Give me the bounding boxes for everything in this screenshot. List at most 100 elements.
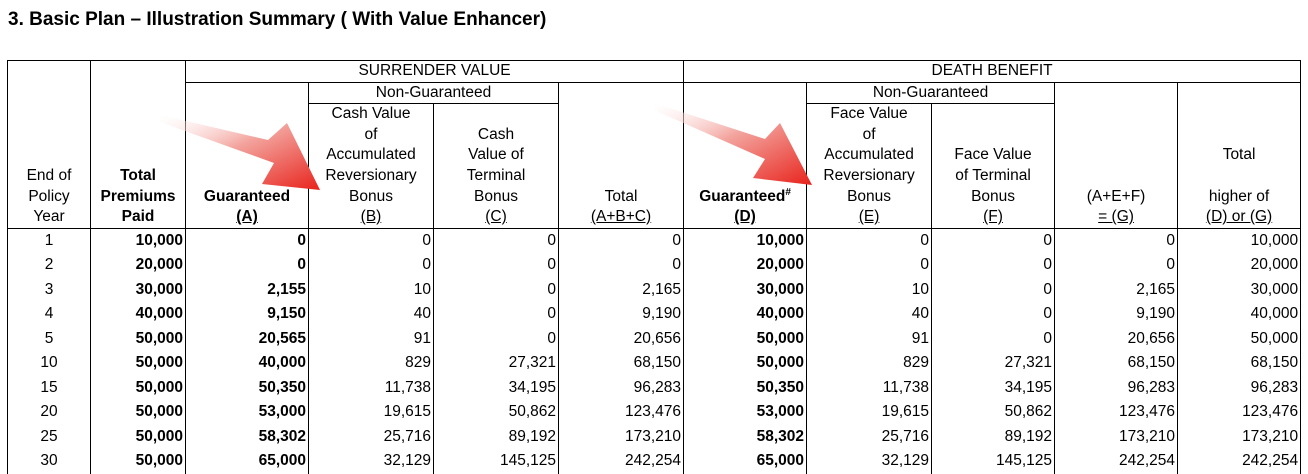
cell-cash-value-b: 10 — [308, 277, 434, 303]
cell-aef-g: 0 — [1054, 228, 1179, 254]
cell-guaranteed-d: 20,000 — [683, 253, 808, 278]
cell-total-abc: 0 — [558, 228, 685, 254]
cell-face-value-e: 11,738 — [806, 375, 933, 401]
illustration-table: End of Policy Year Total Premiums Paid SURRE… — [7, 60, 1302, 474]
cell-premiums: 40,000 — [90, 302, 186, 327]
cell-aef-g: 0 — [1054, 253, 1179, 278]
cell-guaranteed-d: 50,000 — [683, 326, 808, 352]
cell-cash-value-b: 40 — [308, 302, 434, 327]
table-row: 25 50,000 58,302 25,716 89,192 173,210 58,302 2… — [7, 424, 1302, 450]
cell-total-abc: 68,150 — [558, 351, 685, 376]
cell-guaranteed-a: 2,155 — [185, 277, 309, 303]
cell-guaranteed-d: 30,000 — [683, 277, 808, 303]
cell-total-higher: 123,476 — [1177, 400, 1302, 425]
cell-guaranteed-d: 65,000 — [683, 449, 808, 474]
header-face-value-reversionary: Face Value of Accumulated Reversionary Bonus… — [806, 103, 933, 229]
table-header: End of Policy Year Total Premiums Paid SURRE… — [7, 60, 1302, 229]
cell-year: 3 — [7, 277, 91, 303]
cell-premiums: 50,000 — [90, 326, 186, 352]
cell-face-value-f: 27,321 — [931, 351, 1056, 376]
cell-face-value-f: 0 — [931, 277, 1056, 303]
cell-guaranteed-d: 40,000 — [683, 302, 808, 327]
table-row: 5 50,000 20,565 91 0 20,656 50,000 91 0 20,656 50,… — [7, 326, 1302, 352]
cell-total-higher: 30,000 — [1177, 277, 1302, 303]
cell-guaranteed-a: 58,302 — [185, 424, 309, 450]
cell-face-value-f: 0 — [931, 302, 1056, 327]
cell-year: 5 — [7, 326, 91, 352]
cell-year: 20 — [7, 400, 91, 425]
cell-face-value-e: 40 — [806, 302, 933, 327]
table-row: 2 20,000 0 0 0 0 20,000 0 0 0 20,000 — [7, 253, 1302, 278]
cell-year: 30 — [7, 449, 91, 474]
cell-guaranteed-d: 50,000 — [683, 351, 808, 376]
cell-cash-value-c: 0 — [433, 277, 559, 303]
header-total-higher: Total higher of (D) or (G) — [1177, 82, 1302, 229]
cell-cash-value-c: 50,862 — [433, 400, 559, 425]
cell-face-value-f: 0 — [931, 253, 1056, 278]
cell-cash-value-c: 27,321 — [433, 351, 559, 376]
cell-cash-value-c: 0 — [433, 302, 559, 327]
cell-cash-value-b: 11,738 — [308, 375, 434, 401]
cell-face-value-e: 25,716 — [806, 424, 933, 450]
page-title: 3. Basic Plan – Illustration Summary ( W… — [8, 9, 547, 30]
cell-guaranteed-d: 58,302 — [683, 424, 808, 450]
table-row: 4 40,000 9,150 40 0 9,190 40,000 40 0 9,190 40,000 — [7, 302, 1302, 327]
cell-guaranteed-a: 9,150 — [185, 302, 309, 327]
cell-guaranteed-d: 53,000 — [683, 400, 808, 425]
cell-cash-value-b: 19,615 — [308, 400, 434, 425]
cell-premiums: 50,000 — [90, 449, 186, 474]
header-guaranteed-d: Guaranteed# (D) — [683, 82, 808, 229]
cell-face-value-e: 829 — [806, 351, 933, 376]
table-row: 1 10,000 0 0 0 0 10,000 0 0 0 10,000 — [7, 228, 1302, 254]
cell-cash-value-b: 0 — [308, 228, 434, 254]
cell-premiums: 50,000 — [90, 351, 186, 376]
cell-total-higher: 50,000 — [1177, 326, 1302, 352]
cell-cash-value-c: 34,195 — [433, 375, 559, 401]
header-cash-value-reversionary: Cash Value of Accumulated Reversionary Bonus… — [308, 103, 434, 229]
cell-aef-g: 20,656 — [1054, 326, 1179, 352]
cell-face-value-f: 0 — [931, 326, 1056, 352]
cell-premiums: 30,000 — [90, 277, 186, 303]
header-end-of-policy-year: End of Policy Year — [7, 60, 91, 229]
header-non-guaranteed-sv: Non-Guaranteed — [308, 82, 559, 105]
table-row: 15 50,000 50,350 11,738 34,195 96,283 50,350 11… — [7, 375, 1302, 401]
cell-guaranteed-d: 50,350 — [683, 375, 808, 401]
cell-aef-g: 96,283 — [1054, 375, 1179, 401]
cell-face-value-f: 0 — [931, 228, 1056, 254]
cell-total-abc: 96,283 — [558, 375, 685, 401]
cell-face-value-f: 34,195 — [931, 375, 1056, 401]
cell-cash-value-c: 0 — [433, 228, 559, 254]
cell-total-abc: 0 — [558, 253, 685, 278]
cell-guaranteed-a: 20,565 — [185, 326, 309, 352]
cell-year: 10 — [7, 351, 91, 376]
header-total-abc: Total (A+B+C) — [558, 82, 685, 229]
cell-face-value-f: 50,862 — [931, 400, 1056, 425]
header-face-value-terminal: Face Value of Terminal Bonus (F) — [931, 103, 1056, 229]
header-aef-g: (A+E+F) = (G) — [1054, 82, 1179, 229]
cell-cash-value-b: 91 — [308, 326, 434, 352]
cell-cash-value-c: 0 — [433, 326, 559, 352]
cell-total-abc: 123,476 — [558, 400, 685, 425]
cell-face-value-f: 89,192 — [931, 424, 1056, 450]
cell-guaranteed-a: 0 — [185, 228, 309, 254]
cell-premiums: 10,000 — [90, 228, 186, 254]
cell-aef-g: 68,150 — [1054, 351, 1179, 376]
cell-guaranteed-a: 65,000 — [185, 449, 309, 474]
cell-aef-g: 123,476 — [1054, 400, 1179, 425]
table-row: 30 50,000 65,000 32,129 145,125 242,254 65,000… — [7, 449, 1302, 474]
cell-face-value-e: 10 — [806, 277, 933, 303]
cell-year: 2 — [7, 253, 91, 278]
table-row: 3 30,000 2,155 10 0 2,165 30,000 10 0 2,165 30,000 — [7, 277, 1302, 303]
cell-year: 25 — [7, 424, 91, 450]
cell-total-higher: 20,000 — [1177, 253, 1302, 278]
cell-total-higher: 10,000 — [1177, 228, 1302, 254]
header-non-guaranteed-db: Non-Guaranteed — [806, 82, 1056, 105]
table-body: 1 10,000 0 0 0 0 10,000 0 0 0 10,000 2 20,000 0 0 0 0 20,… — [7, 228, 1302, 474]
cell-guaranteed-a: 40,000 — [185, 351, 309, 376]
cell-cash-value-c: 0 — [433, 253, 559, 278]
cell-guaranteed-a: 53,000 — [185, 400, 309, 425]
header-cash-value-terminal: Cash Value of Terminal Bonus (C) — [433, 103, 559, 229]
cell-aef-g: 9,190 — [1054, 302, 1179, 327]
cell-total-higher: 96,283 — [1177, 375, 1302, 401]
cell-cash-value-c: 145,125 — [433, 449, 559, 474]
